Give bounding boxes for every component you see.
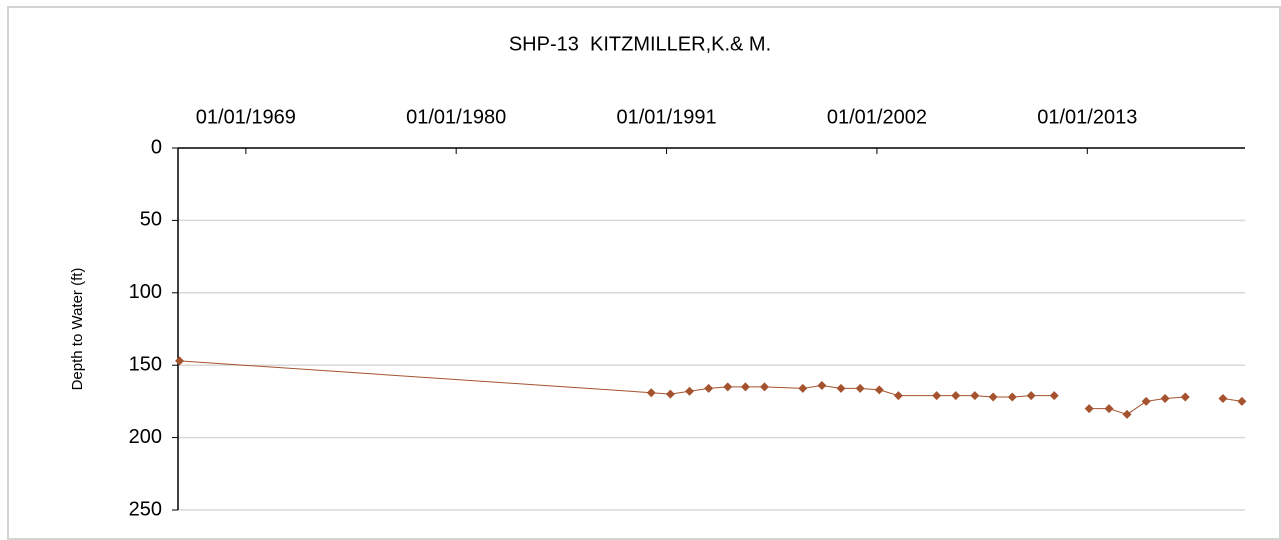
data-point xyxy=(1049,391,1059,401)
chart-frame xyxy=(7,6,1281,540)
data-point xyxy=(988,392,998,402)
data-point xyxy=(1007,392,1017,402)
x-tick-label: 01/01/2013 xyxy=(1037,106,1137,128)
data-point xyxy=(1180,392,1190,402)
data-point xyxy=(1026,391,1036,401)
data-point xyxy=(760,382,770,392)
y-tick-label: 50 xyxy=(140,209,162,231)
y-axis-label: Depth to Water (ft) xyxy=(69,268,86,391)
data-point xyxy=(932,391,942,401)
chart-title: SHP-13 KITZMILLER,K.& M. xyxy=(509,33,771,55)
y-tick-label: 0 xyxy=(151,136,162,158)
data-point xyxy=(970,391,980,401)
data-point xyxy=(685,386,695,396)
data-point xyxy=(175,356,185,366)
x-tick-label: 01/01/1969 xyxy=(196,106,296,128)
data-point xyxy=(874,385,884,395)
x-tick-label: 01/01/1980 xyxy=(406,106,506,128)
data-point xyxy=(1122,409,1132,419)
data-point xyxy=(855,383,865,393)
data-point xyxy=(665,389,675,399)
y-tick-label: 200 xyxy=(129,426,162,448)
data-point xyxy=(740,382,750,392)
data-point xyxy=(836,383,846,393)
data-point xyxy=(1084,404,1094,414)
y-tick-label: 250 xyxy=(129,498,162,520)
data-point xyxy=(893,391,903,401)
data-point xyxy=(1104,404,1114,414)
data-point xyxy=(646,388,656,398)
x-tick-label: 01/01/2002 xyxy=(827,106,927,128)
x-tick-label: 01/01/1991 xyxy=(616,106,716,128)
data-point xyxy=(817,380,827,390)
data-point xyxy=(798,383,808,393)
data-point xyxy=(704,383,714,393)
data-point xyxy=(1141,396,1151,406)
data-point xyxy=(723,382,733,392)
data-point xyxy=(951,391,961,401)
data-point xyxy=(1160,394,1170,404)
data-point xyxy=(1218,394,1228,404)
y-tick-label: 100 xyxy=(129,281,162,303)
data-point xyxy=(1237,396,1247,406)
y-tick-label: 150 xyxy=(129,353,162,375)
